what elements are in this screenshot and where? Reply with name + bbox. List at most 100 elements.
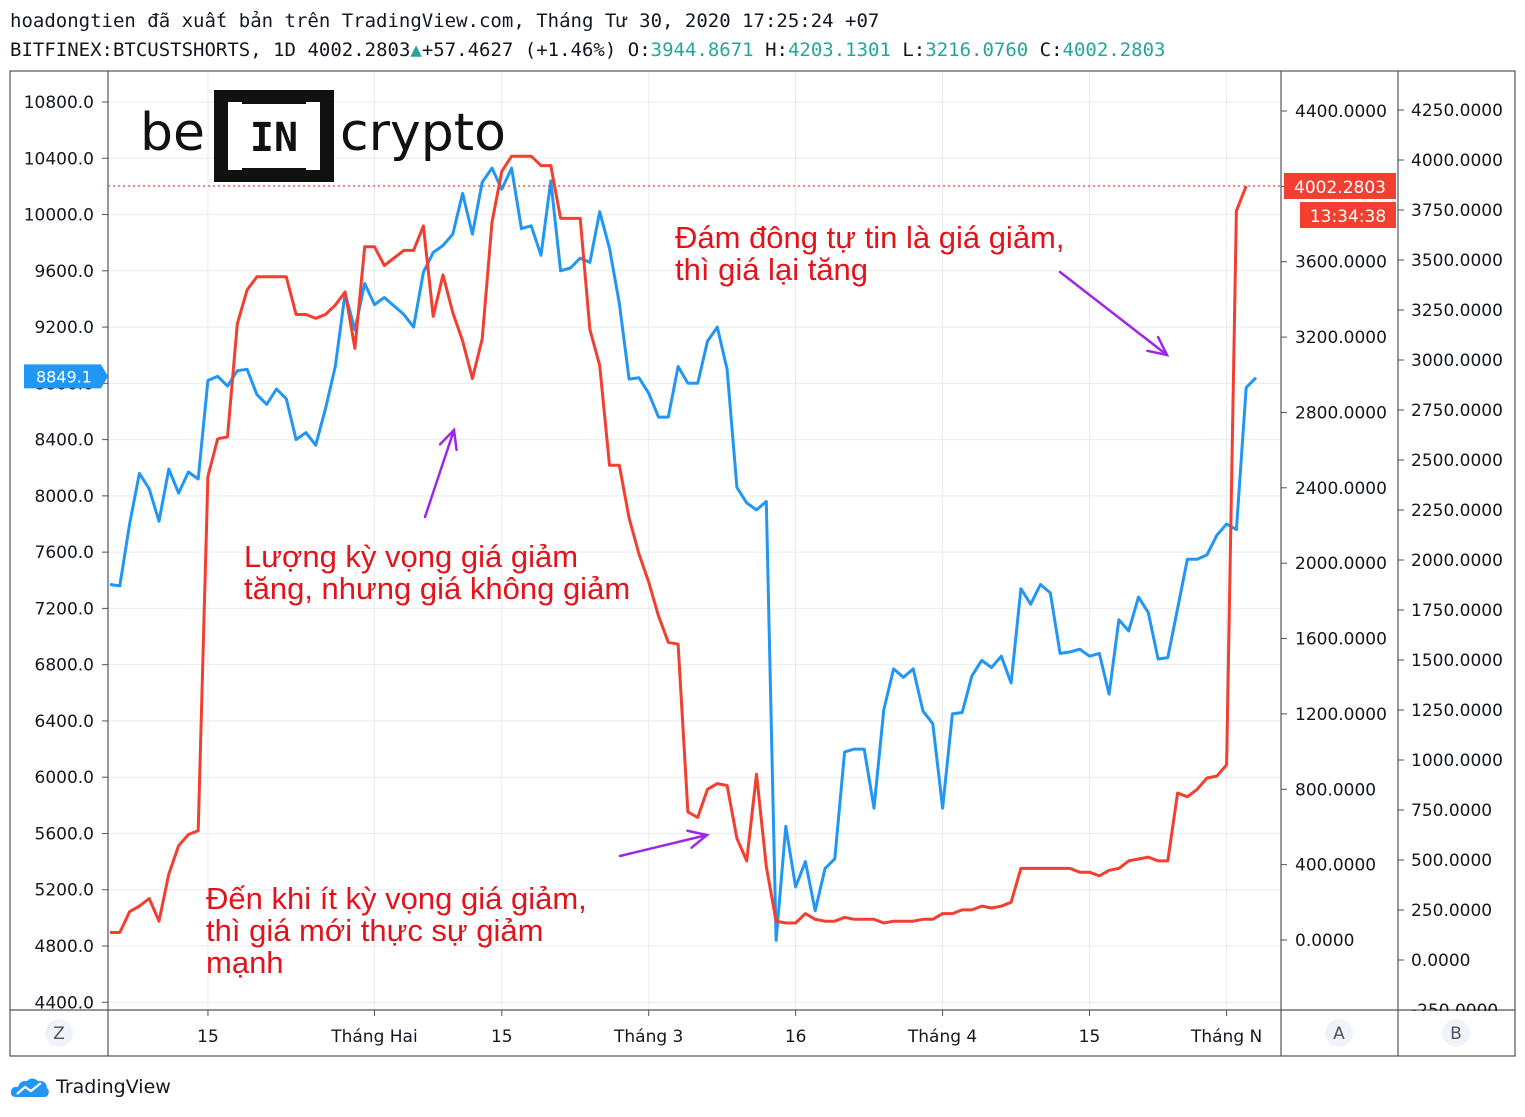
x-axis-tick-label: 15	[1079, 1027, 1101, 1047]
left-axis-tick-label: 6000.0	[35, 768, 94, 788]
chart-publish-info: hoadongtien đã xuất bản trên TradingView…	[10, 10, 880, 32]
right-axis-a-tick-label: 1200.0000	[1295, 705, 1387, 725]
right-axis-b-tick-label: 3750.0000	[1411, 201, 1503, 221]
high-label: H:	[765, 39, 788, 61]
countdown-tag	[1300, 201, 1396, 228]
left-axis-tick-label: 8400.0	[35, 431, 94, 451]
right-axis-b-tick-label: 1500.0000	[1411, 651, 1503, 671]
axis-scale-button	[1442, 1019, 1470, 1047]
x-axis-tick-label: Tháng 3	[613, 1027, 683, 1047]
right-axis-a-tick-label: 800.0000	[1295, 780, 1376, 800]
left-axis-tick-label: 10400.0	[24, 149, 94, 169]
close-label: C:	[1039, 39, 1063, 61]
right-axis-b-tick-label: 2750.0000	[1411, 401, 1503, 421]
btc-price-tag	[24, 364, 108, 389]
left-axis-tick-label: 7200.0	[35, 599, 94, 619]
axis-scale-label-a: A	[1333, 1024, 1345, 1044]
right-axis-a-tick-label: 1600.0000	[1295, 630, 1387, 650]
arrow-shaft	[618, 833, 709, 858]
left-axis-tick-label: 10800.0	[24, 93, 94, 113]
open-value: 3944.8671	[650, 39, 754, 61]
left-axis-tick-label: 8000.0	[35, 487, 94, 507]
last-price: 4002.2803	[307, 39, 411, 61]
axis-scale-button	[1325, 1019, 1353, 1047]
right-axis-a-tick-label: 4400.0000	[1295, 102, 1387, 122]
arrow-shaft	[1058, 270, 1169, 357]
right-axis-b-tick-label: 0.0000	[1411, 951, 1470, 971]
up-triangle-icon: ▲	[410, 39, 422, 61]
right-axis-a-tick-label: 3600.0000	[1295, 253, 1387, 273]
svg-text:crypto: crypto	[340, 103, 506, 163]
right-axis-b-tick-label: 2250.0000	[1411, 501, 1503, 521]
low-value: 3216.0760	[925, 39, 1029, 61]
annotation-arrow-bottom	[618, 829, 710, 858]
btc-price-line	[109, 166, 1258, 942]
x-axis-tick-label: Tháng Hai	[330, 1027, 417, 1047]
axis-scale-button	[45, 1019, 73, 1047]
annotation-middle: Lượng kỳ vọng giá giảm tăng, nhưng giá k…	[244, 539, 631, 606]
left-axis-tick-label: 7600.0	[35, 543, 94, 563]
right-axis-b-tick-label: 750.0000	[1411, 801, 1492, 821]
btc-price-tag-text: 8849.1	[36, 367, 92, 386]
left-axis-tick-label: 5600.0	[35, 824, 94, 844]
x-axis-tick-label: Tháng 4	[907, 1027, 977, 1047]
right-axis-b-tick-label: 250.0000	[1411, 901, 1492, 921]
arrow-head	[686, 829, 710, 849]
right-axis-b-tick-label: 500.0000	[1411, 851, 1492, 871]
annotation-arrow-middle	[423, 427, 458, 519]
right-axis-b-tick-label: 3000.0000	[1411, 351, 1503, 371]
symbol-name: BITFINEX:BTCUSTSHORTS, 1D	[10, 39, 296, 61]
tradingview-label: TradingView	[56, 1076, 171, 1098]
left-axis-tick-label: 9200.0	[35, 318, 94, 338]
right-axis-b-tick-label: 1750.0000	[1411, 601, 1503, 621]
annotation-top-right: Đám đông tự tin là giá giảm, thì giá lại…	[675, 220, 1065, 287]
right-axis-a-tick-label: 2400.0000	[1295, 479, 1387, 499]
right-axis-b-tick-label: 4250.0000	[1411, 101, 1503, 121]
beincrypto-logo: be IN crypto	[140, 90, 506, 182]
right-axis-a-tick-label: 2000.0000	[1295, 554, 1387, 574]
right-axis-b-tick-label: 1250.0000	[1411, 701, 1503, 721]
left-axis-tick-label: 4400.0	[35, 993, 94, 1013]
right-axis-b-tick-label: 4000.0000	[1411, 151, 1503, 171]
right-axis-b-tick-label: 2000.0000	[1411, 551, 1503, 571]
arrow-head	[1146, 335, 1170, 357]
right-axis-b-tick-label: 3250.0000	[1411, 301, 1503, 321]
low-label: L:	[902, 39, 926, 61]
close-value: 4002.2803	[1062, 39, 1166, 61]
right-axis-a-tick-label: 400.0000	[1295, 856, 1376, 876]
right-axis-a-tick-label: 2800.0000	[1295, 403, 1387, 423]
btcust-shorts-line	[110, 154, 1248, 934]
x-axis-tick-label: 15	[491, 1027, 513, 1047]
right-axis-b-tick-label: 1000.0000	[1411, 751, 1503, 771]
left-axis-tick-label: 10000.0	[24, 206, 94, 226]
svg-text:be: be	[140, 103, 205, 163]
shorts-price-tag	[1284, 172, 1396, 199]
left-axis-tick-label: 9600.0	[35, 262, 94, 282]
countdown-tag-text: 13:34:38	[1310, 207, 1386, 227]
x-axis-tick-label: 15	[197, 1027, 219, 1047]
open-label: O:	[627, 39, 651, 61]
high-value: 4203.1301	[787, 39, 891, 61]
right-axis-b-tick-label: 3500.0000	[1411, 251, 1503, 271]
left-axis-tick-label: 6800.0	[35, 656, 94, 676]
shorts-price-tag-text: 4002.2803	[1294, 178, 1386, 198]
symbol-info-line: BITFINEX:BTCUSTSHORTS, 1D 4002.2803▲+57.…	[10, 39, 1166, 61]
axis-scale-label-left: Z	[53, 1024, 65, 1044]
left-axis-tick-label: 6400.0	[35, 712, 94, 732]
right-axis-a-tick-label: 3200.0000	[1295, 328, 1387, 348]
x-axis-tick-label: Tháng N	[1190, 1027, 1262, 1047]
tradingview-cloud-icon	[10, 1078, 49, 1097]
price-change: +57.4627 (+1.46%)	[421, 39, 617, 61]
annotation-bottom: Đến khi ít kỳ vọng giá giảm, thì giá mới…	[206, 881, 587, 980]
arrow-shaft	[423, 428, 456, 519]
right-axis-b-tick-label: 2500.0000	[1411, 451, 1503, 471]
left-axis-tick-label: 4800.0	[35, 937, 94, 957]
tradingview-brand[interactable]: TradingView	[10, 1072, 171, 1102]
axis-scale-label-b: B	[1450, 1024, 1462, 1044]
svg-text:IN: IN	[250, 115, 298, 161]
left-axis-tick-label: 5200.0	[35, 881, 94, 901]
right-axis-a-tick-label: 0.0000	[1295, 931, 1354, 951]
chart-frame	[9, 70, 1516, 1057]
arrow-head	[438, 427, 458, 452]
